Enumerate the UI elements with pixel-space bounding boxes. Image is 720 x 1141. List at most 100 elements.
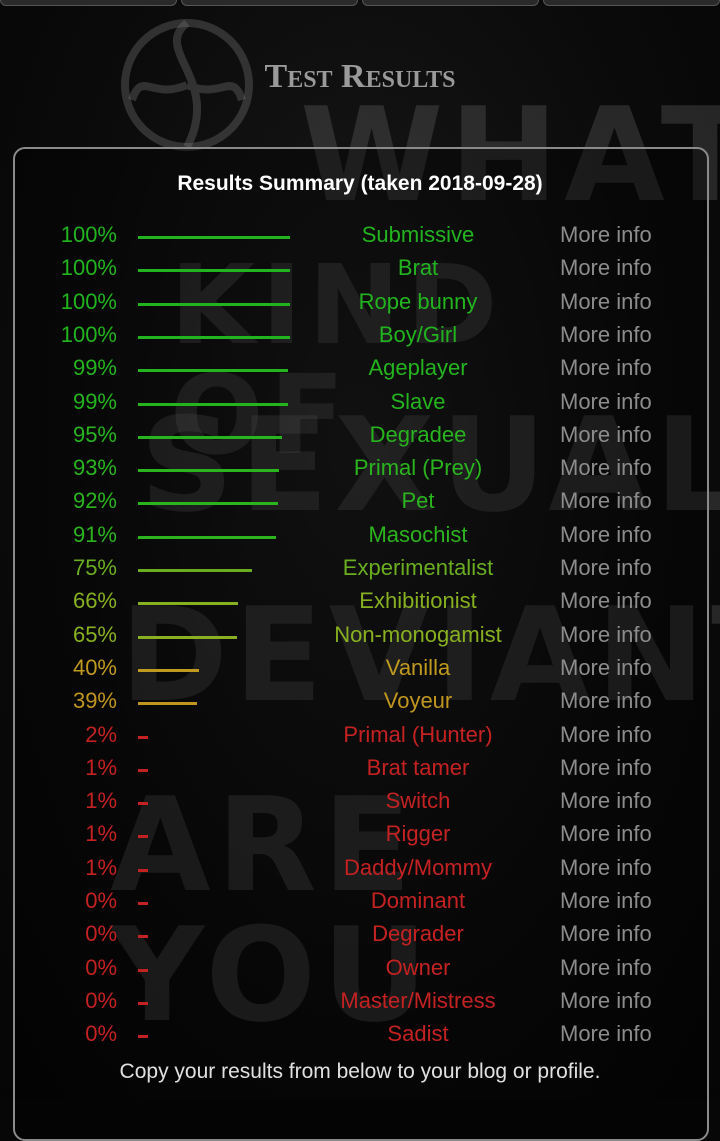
more-info-link[interactable]: More info <box>560 754 652 780</box>
result-bar <box>138 535 277 539</box>
result-name: Sadist <box>387 1021 449 1047</box>
more-info-link[interactable]: More info <box>560 555 652 580</box>
result-row: 0% Dominant More info <box>0 888 720 921</box>
result-percent: 95% <box>72 421 117 447</box>
result-row: 1% Daddy/Mommy More info <box>0 855 720 888</box>
more-info-link[interactable]: More info <box>560 921 652 947</box>
result-row: 100% Brat More info <box>0 255 720 288</box>
more-info-link[interactable]: More info <box>560 1021 652 1047</box>
result-row: 100% Submissive More info <box>0 222 720 255</box>
result-percent: 40% <box>72 654 117 680</box>
result-percent: 100% <box>60 222 117 247</box>
result-row: 91% Masochist More info <box>0 522 720 555</box>
result-bar <box>138 435 283 439</box>
result-row: 2% Primal (Hunter) More info <box>0 722 720 755</box>
copy-instructions: Copy your results from below to your blo… <box>119 1060 601 1083</box>
more-info-link[interactable]: More info <box>560 255 652 281</box>
top-tab-bar <box>0 0 720 6</box>
tab[interactable] <box>362 0 539 6</box>
result-percent: 100% <box>60 255 117 281</box>
result-percent: 65% <box>72 621 117 647</box>
result-name: Slave <box>390 388 446 414</box>
watermark-text: DEVIANT <box>120 579 720 731</box>
tab[interactable] <box>181 0 358 6</box>
result-name: Rope bunny <box>358 288 478 314</box>
result-percent: 0% <box>85 987 117 1013</box>
result-row: 0% Degrader More info <box>0 921 720 954</box>
result-row: 0% Sadist More info <box>0 1021 720 1054</box>
more-info-link[interactable]: More info <box>560 321 652 347</box>
page-title: Test Results <box>264 58 456 95</box>
result-bar <box>138 735 148 739</box>
result-bar <box>138 236 290 239</box>
result-name: Brat tamer <box>366 754 470 780</box>
result-bar <box>138 1001 148 1005</box>
result-name: Boy/Girl <box>378 321 458 347</box>
result-row: 66% Exhibitionist More info <box>0 588 720 621</box>
more-info-link[interactable]: More info <box>560 821 652 847</box>
result-bar <box>138 602 239 606</box>
more-info-link[interactable]: More info <box>560 854 652 880</box>
result-name: Owner <box>385 954 451 980</box>
more-info-link[interactable]: More info <box>560 388 652 414</box>
result-bar <box>138 369 289 373</box>
result-percent: 91% <box>72 521 117 547</box>
result-name: Pet <box>401 488 435 514</box>
more-info-link[interactable]: More info <box>560 654 652 680</box>
more-info-link[interactable]: More info <box>560 222 652 247</box>
result-percent: 0% <box>85 1021 117 1047</box>
more-info-link[interactable]: More info <box>560 421 652 447</box>
more-info-link[interactable]: More info <box>560 954 652 980</box>
more-info-link[interactable]: More info <box>560 621 652 647</box>
more-info-link[interactable]: More info <box>560 721 652 747</box>
result-name: Experimentalist <box>342 555 494 580</box>
more-info-link[interactable]: More info <box>560 288 652 314</box>
result-row: 40% Vanilla More info <box>0 655 720 688</box>
result-name: Primal (Prey) <box>353 455 483 481</box>
result-name: Vanilla <box>385 654 451 680</box>
result-bar <box>138 335 290 339</box>
result-name: Dominant <box>370 888 466 913</box>
result-name: Masochist <box>368 521 468 547</box>
result-name: Non-monogamist <box>334 621 502 647</box>
result-row: 0% Master/Mistress More info <box>0 988 720 1021</box>
result-row: 0% Owner More info <box>0 955 720 988</box>
result-name: Rigger <box>385 821 451 847</box>
result-name: Degrader <box>372 921 464 947</box>
result-name: Brat <box>397 255 439 281</box>
watermark-text: WHAT <box>300 79 720 231</box>
result-name: Degradee <box>369 421 467 447</box>
result-row: 93% Primal (Prey) More info <box>0 455 720 488</box>
result-name: Submissive <box>361 222 475 247</box>
result-bar <box>138 935 148 939</box>
more-info-link[interactable]: More info <box>560 488 652 514</box>
result-percent: 99% <box>72 388 117 414</box>
result-percent: 1% <box>85 854 117 880</box>
result-row: 92% Pet More info <box>0 488 720 521</box>
result-bar <box>138 768 148 772</box>
result-percent: 2% <box>85 721 117 747</box>
more-info-link[interactable]: More info <box>560 888 652 913</box>
result-row: 39% Voyeur More info <box>0 688 720 721</box>
more-info-link[interactable]: More info <box>560 987 652 1013</box>
result-percent: 0% <box>85 888 117 913</box>
more-info-link[interactable]: More info <box>560 588 652 614</box>
background: WHAT KIND OF SEXUAL DEVIANT ARE YOU <box>0 0 720 1100</box>
more-info-link[interactable]: More info <box>560 455 652 481</box>
tab[interactable] <box>0 0 177 6</box>
result-bar <box>138 968 148 972</box>
tab[interactable] <box>543 0 720 6</box>
more-info-link[interactable]: More info <box>560 355 652 381</box>
more-info-link[interactable]: More info <box>560 788 652 814</box>
result-bar <box>138 569 252 572</box>
result-percent: 100% <box>60 321 117 347</box>
result-bar <box>138 835 148 839</box>
more-info-link[interactable]: More info <box>560 688 652 714</box>
result-bar <box>138 868 148 872</box>
result-bar <box>138 302 290 306</box>
more-info-link[interactable]: More info <box>560 521 652 547</box>
results-panel <box>13 147 709 1141</box>
results-summary-heading: Results Summary (taken 2018-09-28) <box>177 172 543 195</box>
result-row: 100% Boy/Girl More info <box>0 322 720 355</box>
watermark-text: ARE YOU <box>110 769 434 1051</box>
